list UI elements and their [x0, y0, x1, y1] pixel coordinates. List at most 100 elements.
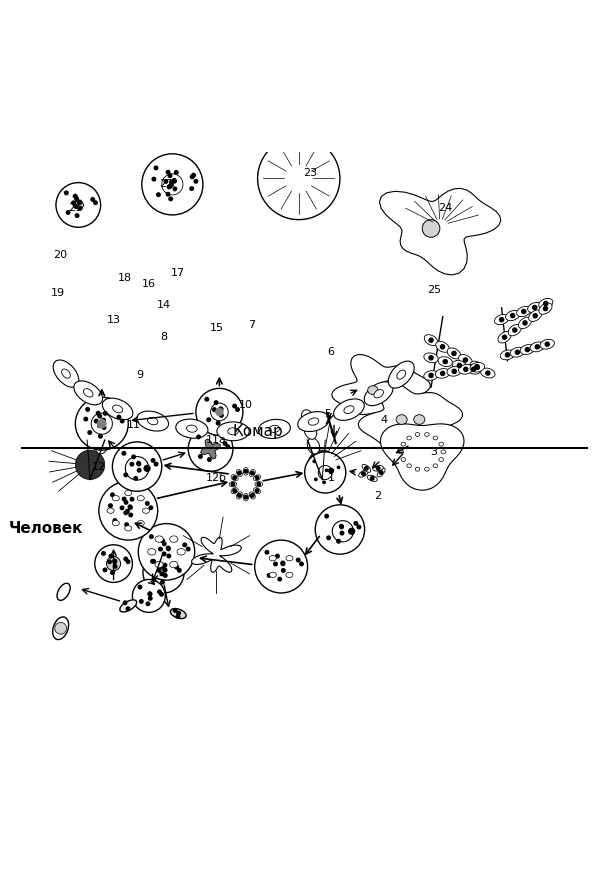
Ellipse shape — [170, 536, 178, 542]
Circle shape — [75, 197, 79, 201]
Circle shape — [188, 426, 233, 471]
Circle shape — [98, 434, 102, 438]
Circle shape — [166, 170, 170, 174]
Circle shape — [325, 515, 328, 518]
Ellipse shape — [57, 583, 70, 600]
Circle shape — [533, 305, 537, 310]
Ellipse shape — [286, 556, 293, 561]
Circle shape — [223, 442, 227, 445]
Text: 25: 25 — [427, 285, 441, 295]
Circle shape — [376, 467, 380, 470]
Circle shape — [370, 476, 374, 480]
Circle shape — [226, 445, 230, 449]
Circle shape — [178, 568, 181, 572]
Circle shape — [196, 388, 243, 435]
Circle shape — [452, 351, 456, 355]
Ellipse shape — [510, 347, 524, 357]
Circle shape — [159, 563, 163, 566]
Circle shape — [176, 615, 179, 618]
Ellipse shape — [470, 362, 485, 372]
Ellipse shape — [101, 424, 114, 439]
Ellipse shape — [433, 464, 437, 467]
Circle shape — [148, 597, 152, 600]
Ellipse shape — [425, 467, 429, 471]
Circle shape — [315, 505, 365, 554]
Circle shape — [143, 552, 184, 593]
Circle shape — [533, 314, 538, 318]
Circle shape — [511, 313, 515, 318]
Circle shape — [94, 201, 97, 204]
Circle shape — [545, 343, 549, 346]
Circle shape — [163, 564, 167, 567]
Circle shape — [152, 577, 156, 581]
Circle shape — [452, 369, 456, 374]
Ellipse shape — [436, 342, 449, 352]
Text: Человек: Человек — [9, 521, 83, 536]
Ellipse shape — [441, 450, 446, 454]
Ellipse shape — [452, 360, 467, 370]
Text: 17: 17 — [171, 268, 185, 277]
Ellipse shape — [120, 599, 137, 612]
Circle shape — [160, 572, 164, 575]
Circle shape — [325, 469, 328, 472]
Circle shape — [148, 592, 152, 596]
Circle shape — [111, 571, 115, 574]
Circle shape — [132, 455, 136, 458]
Circle shape — [267, 574, 271, 577]
Circle shape — [76, 450, 105, 480]
Circle shape — [124, 558, 128, 561]
Ellipse shape — [308, 418, 319, 425]
Circle shape — [281, 562, 285, 566]
Text: 21: 21 — [68, 202, 82, 213]
Circle shape — [440, 371, 445, 376]
Circle shape — [255, 489, 259, 492]
Ellipse shape — [250, 491, 256, 499]
Circle shape — [138, 524, 194, 580]
Ellipse shape — [83, 389, 93, 397]
Ellipse shape — [415, 467, 420, 471]
Circle shape — [117, 416, 121, 419]
Circle shape — [177, 611, 181, 615]
Circle shape — [257, 137, 340, 219]
Ellipse shape — [177, 549, 185, 555]
Ellipse shape — [498, 332, 511, 343]
Circle shape — [169, 197, 172, 201]
Circle shape — [220, 414, 223, 417]
Circle shape — [329, 468, 334, 473]
Circle shape — [357, 525, 361, 529]
Circle shape — [91, 413, 112, 434]
Ellipse shape — [396, 415, 407, 425]
Circle shape — [521, 310, 526, 314]
Text: 12: 12 — [92, 461, 106, 472]
Circle shape — [457, 363, 461, 368]
Ellipse shape — [298, 411, 329, 432]
Ellipse shape — [112, 521, 119, 525]
Circle shape — [254, 540, 308, 593]
Circle shape — [238, 471, 241, 475]
Circle shape — [91, 198, 95, 202]
Ellipse shape — [344, 406, 354, 414]
Text: 10: 10 — [239, 400, 253, 409]
Text: Комар: Комар — [232, 424, 283, 439]
Circle shape — [103, 568, 107, 572]
Circle shape — [281, 569, 285, 572]
Circle shape — [149, 535, 153, 539]
Circle shape — [167, 547, 170, 550]
Circle shape — [170, 183, 173, 186]
Ellipse shape — [142, 508, 149, 513]
Circle shape — [208, 458, 211, 461]
Circle shape — [84, 417, 88, 421]
Ellipse shape — [374, 390, 383, 398]
Circle shape — [327, 536, 331, 540]
Circle shape — [72, 201, 76, 204]
Circle shape — [76, 397, 128, 450]
Circle shape — [337, 467, 340, 468]
Circle shape — [113, 559, 116, 563]
Circle shape — [111, 493, 114, 497]
Circle shape — [505, 353, 509, 357]
Circle shape — [216, 409, 223, 416]
Ellipse shape — [228, 428, 238, 434]
Ellipse shape — [539, 303, 552, 314]
Circle shape — [134, 476, 137, 480]
Circle shape — [429, 356, 433, 359]
